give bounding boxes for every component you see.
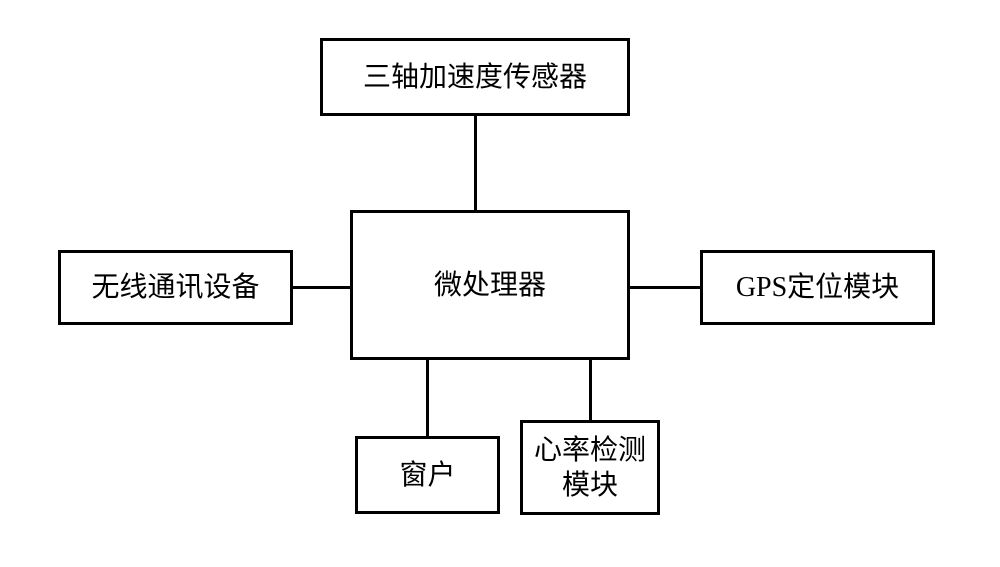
edge-center-right <box>630 286 700 289</box>
edge-center-bottomA <box>426 360 429 436</box>
edge-center-bottomB <box>589 360 592 420</box>
edge-top-center <box>474 116 477 210</box>
node-center-label: 微处理器 <box>434 268 546 303</box>
node-bottomA-label: 窗户 <box>399 458 455 493</box>
node-bottomB-label: 心率检测 模块 <box>534 433 646 503</box>
node-bottomB: 心率检测 模块 <box>520 420 660 515</box>
diagram-stage: 三轴加速度传感器微处理器 无线通讯设备 GPS定位模块窗户 心率检测 模块 <box>0 0 1000 567</box>
node-center: 微处理器 <box>350 210 630 360</box>
node-top-label: 三轴加速度传感器 <box>363 60 587 95</box>
node-left-label: 无线通讯设备 <box>91 270 259 305</box>
node-right-label: GPS定位模块 <box>736 270 899 305</box>
node-top: 三轴加速度传感器 <box>320 38 630 116</box>
node-bottomA: 窗户 <box>355 436 500 514</box>
node-left: 无线通讯设备 <box>58 250 293 325</box>
edge-left-center <box>293 286 350 289</box>
node-right: GPS定位模块 <box>700 250 935 325</box>
